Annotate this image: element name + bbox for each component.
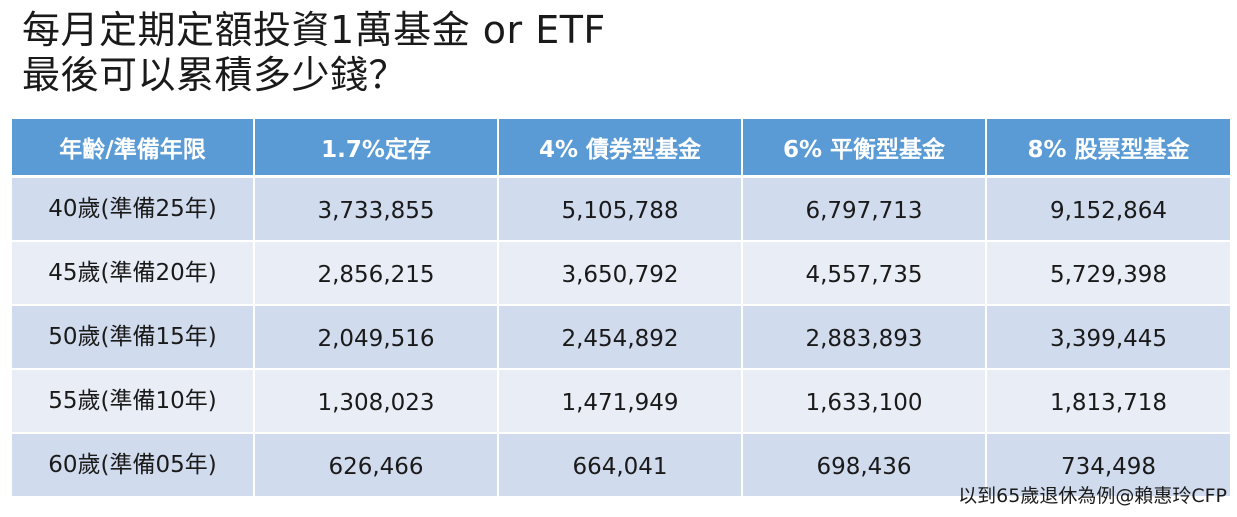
cell-value: 664,041	[498, 433, 743, 498]
table-row: 60歲(準備05年) 626,466 664,041 698,436 734,4…	[12, 433, 1230, 498]
row-label: 50歲(準備15年)	[12, 305, 255, 370]
cell-value: 2,454,892	[498, 305, 743, 370]
title-line-2: 最後可以累積多少錢？	[22, 53, 408, 97]
cell-value: 5,105,788	[498, 176, 743, 242]
cell-value: 3,733,855	[254, 176, 499, 242]
page-title: 每月定期定額投資1萬基金 or ETF 最後可以累積多少錢？	[22, 8, 606, 98]
cell-value: 2,049,516	[254, 305, 499, 370]
cell-value: 3,399,445	[986, 305, 1230, 370]
table-row: 50歲(準備15年) 2,049,516 2,454,892 2,883,893…	[12, 305, 1230, 370]
footer-note: 以到65歲退休為例@賴惠玲CFP	[958, 485, 1227, 507]
cell-value: 6,797,713	[742, 176, 987, 242]
cell-value: 1,308,023	[254, 369, 499, 434]
row-label: 55歲(準備10年)	[12, 369, 255, 434]
cell-value: 9,152,864	[986, 176, 1230, 242]
cell-value: 626,466	[254, 433, 499, 498]
cell-value: 1,471,949	[498, 369, 743, 434]
table-row: 45歲(準備20年) 2,856,215 3,650,792 4,557,735…	[12, 241, 1230, 306]
cell-value: 3,650,792	[498, 241, 743, 306]
cell-value: 698,436	[742, 433, 987, 498]
cell-value: 2,856,215	[254, 241, 499, 306]
row-label: 45歲(準備20年)	[12, 241, 255, 306]
savings-table: 年齡/準備年限 1.7%定存 4% 債券型基金 6% 平衡型基金 8% 股票型基…	[12, 119, 1230, 498]
cell-value: 1,813,718	[986, 369, 1230, 434]
cell-value: 2,883,893	[742, 305, 987, 370]
table-row: 40歲(準備25年) 3,733,855 5,105,788 6,797,713…	[12, 176, 1230, 242]
cell-value: 5,729,398	[986, 241, 1230, 306]
header-balanced-fund: 6% 平衡型基金	[742, 119, 987, 178]
header-age: 年齡/準備年限	[12, 119, 255, 178]
row-label: 60歲(準備05年)	[12, 433, 255, 498]
cell-value: 734,498	[986, 433, 1230, 498]
title-line-1: 每月定期定額投資1萬基金 or ETF	[22, 8, 606, 52]
table-row: 55歲(準備10年) 1,308,023 1,471,949 1,633,100…	[12, 369, 1230, 434]
cell-value: 1,633,100	[742, 369, 987, 434]
row-label: 40歲(準備25年)	[12, 176, 255, 242]
cell-value: 4,557,735	[742, 241, 987, 306]
header-bond-fund: 4% 債券型基金	[498, 119, 743, 178]
header-stock-fund: 8% 股票型基金	[986, 119, 1230, 178]
header-deposit: 1.7%定存	[254, 119, 499, 178]
table-header-row: 年齡/準備年限 1.7%定存 4% 債券型基金 6% 平衡型基金 8% 股票型基…	[12, 119, 1230, 178]
